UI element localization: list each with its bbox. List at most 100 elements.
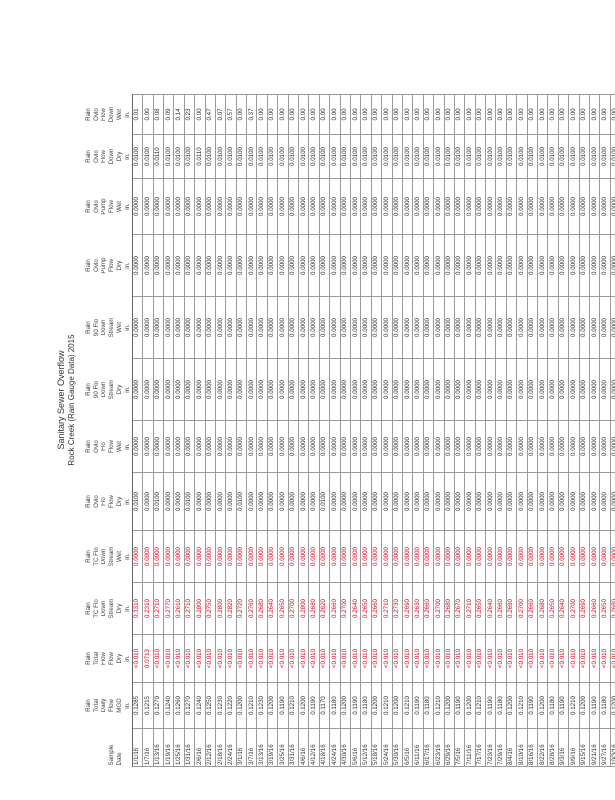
value-cell: 0.23 bbox=[184, 94, 195, 135]
date-cell: 6/11/16 bbox=[412, 728, 424, 767]
value-cell: 0.0000 bbox=[579, 420, 590, 473]
value-cell: 0.1200 bbox=[464, 682, 476, 729]
value-cell: 0.0000 bbox=[558, 472, 569, 531]
value-cell: 0.0000 bbox=[485, 296, 496, 359]
value-cell: 0.00 bbox=[319, 94, 330, 135]
value-cell: <0.010 bbox=[184, 634, 195, 683]
value-cell: 0.1200 bbox=[392, 682, 403, 729]
value-cell: 0.0000 bbox=[610, 530, 615, 583]
value-cell: <0.010 bbox=[132, 634, 143, 683]
value-cell: 0.57 bbox=[225, 94, 237, 135]
value-cell: 0.0000 bbox=[205, 358, 216, 421]
value-cell: 0.0100 bbox=[236, 472, 247, 531]
value-cell: 0.0000 bbox=[381, 420, 393, 473]
table-row: 9/15/16 0.1200 <0.010 0.2690 0.0000 0.0000 0.0… bbox=[579, 94, 590, 767]
document-title: Sanitary Sewer Overflow bbox=[56, 350, 66, 450]
header-cell: Flow bbox=[108, 258, 116, 273]
value-cell: 0.0000 bbox=[132, 178, 143, 235]
value-cell: 0.0000 bbox=[288, 530, 299, 583]
value-cell: 0.0000 bbox=[506, 530, 517, 583]
value-cell: 0.0000 bbox=[256, 234, 268, 297]
table-row: 6/29/16 0.1200 <0.010 0.2680 0.0000 0.0000 0.0… bbox=[444, 94, 455, 767]
value-cell: 0.00 bbox=[475, 94, 486, 135]
data-table: Rain Rain Rain Rain Rain Rain Rain Rain Rain Rain… bbox=[85, 94, 615, 767]
value-cell: 0.2670 bbox=[454, 582, 465, 635]
value-cell: 0.1240 bbox=[194, 682, 206, 729]
header-cell: in. bbox=[123, 234, 133, 297]
value-cell: 0.1210 bbox=[402, 682, 413, 729]
value-cell: 0.0100 bbox=[371, 134, 382, 179]
value-cell: 0.0000 bbox=[319, 178, 330, 235]
value-cell: 0.0000 bbox=[433, 234, 444, 297]
value-cell: 0.00 bbox=[236, 94, 247, 135]
value-cell: 0.0100 bbox=[444, 134, 455, 179]
value-cell: 0.2820 bbox=[225, 582, 237, 635]
value-cell: 0.1200 bbox=[537, 682, 548, 729]
value-cell: 0.0000 bbox=[610, 234, 615, 297]
value-cell: 0.3310 bbox=[132, 582, 143, 635]
value-cell: 0.0000 bbox=[142, 178, 154, 235]
value-cell: 0.0000 bbox=[444, 420, 455, 473]
value-cell: 0.00 bbox=[267, 94, 278, 135]
value-cell: 0.0000 bbox=[392, 358, 403, 421]
value-cell: 0.2710 bbox=[381, 582, 393, 635]
value-cell: 0.0000 bbox=[329, 178, 341, 235]
value-cell: 0.0110 bbox=[194, 134, 206, 179]
value-cell: 0.00 bbox=[360, 94, 372, 135]
value-cell: 0.0000 bbox=[423, 472, 434, 531]
value-cell: 0.0000 bbox=[537, 358, 548, 421]
date-cell: 3/25/16 bbox=[277, 728, 289, 767]
value-cell: 0.00 bbox=[288, 94, 299, 135]
table-row: 1/13/16 0.1270 <0.010 0.2710 0.0000 0.0100 0.0… bbox=[153, 94, 164, 767]
value-cell: 0.00 bbox=[340, 94, 351, 135]
table-row: 5/24/16 0.1210 <0.010 0.2710 0.0000 0.0000 0.0… bbox=[381, 94, 393, 767]
value-cell: 0.0000 bbox=[163, 234, 174, 297]
header-cell: Dry bbox=[116, 260, 123, 271]
value-cell: 0.0000 bbox=[319, 296, 330, 359]
value-cell: 0.0000 bbox=[495, 420, 507, 473]
value-cell: <0.010 bbox=[558, 634, 569, 683]
date-cell: 9/27/16 bbox=[599, 728, 611, 767]
value-cell: 0.0000 bbox=[319, 530, 330, 583]
value-cell: <0.010 bbox=[350, 634, 361, 683]
value-cell: 0.0000 bbox=[392, 296, 403, 359]
value-cell: 0.0100 bbox=[184, 472, 195, 531]
table-row: 2/18/16 0.1230 <0.010 0.2800 0.0000 0.0000 0.0… bbox=[215, 94, 226, 767]
header-cell: Dry bbox=[116, 653, 123, 664]
value-cell: 0.0000 bbox=[381, 296, 393, 359]
value-cell: 0.0000 bbox=[163, 178, 174, 235]
header-cell: in. bbox=[123, 358, 133, 421]
value-cell: 0.0100 bbox=[423, 134, 434, 179]
header-cell: Flow bbox=[100, 651, 108, 666]
header-cell: in. bbox=[123, 530, 133, 583]
header-cell: Rain bbox=[85, 200, 92, 213]
value-cell: 0.0000 bbox=[288, 178, 299, 235]
value-cell: 0.0100 bbox=[516, 134, 528, 179]
date-cell: 6/23/16 bbox=[433, 728, 444, 767]
value-cell: 0.0000 bbox=[329, 358, 341, 421]
date-cell: 8/22/16 bbox=[537, 728, 548, 767]
value-cell: 0.0100 bbox=[402, 134, 413, 179]
value-cell: 0.0000 bbox=[267, 296, 278, 359]
value-cell: 0.0000 bbox=[153, 420, 164, 473]
value-cell: 0.0100 bbox=[215, 134, 226, 179]
header-cell: Pump bbox=[100, 257, 108, 274]
value-cell: 0.0000 bbox=[444, 296, 455, 359]
value-cell: 0.1200 bbox=[506, 682, 517, 729]
value-cell: 0.1210 bbox=[475, 682, 486, 729]
value-cell: 0.0000 bbox=[360, 530, 372, 583]
value-cell: 0.0000 bbox=[558, 358, 569, 421]
value-cell: 0.0000 bbox=[412, 530, 424, 583]
value-cell: 0.2730 bbox=[392, 582, 403, 635]
value-cell: 0.0000 bbox=[267, 420, 278, 473]
value-cell: 0.0000 bbox=[194, 420, 206, 473]
value-cell: <0.010 bbox=[537, 634, 548, 683]
value-cell: <0.010 bbox=[547, 634, 559, 683]
value-cell: <0.010 bbox=[308, 634, 320, 683]
value-cell: <0.010 bbox=[433, 634, 444, 683]
value-cell: 0.0100 bbox=[319, 472, 330, 531]
value-cell: 0.00 bbox=[329, 94, 341, 135]
value-cell: 0.0000 bbox=[173, 358, 185, 421]
value-cell: <0.010 bbox=[599, 634, 611, 683]
date-cell: 3/19/16 bbox=[267, 728, 278, 767]
